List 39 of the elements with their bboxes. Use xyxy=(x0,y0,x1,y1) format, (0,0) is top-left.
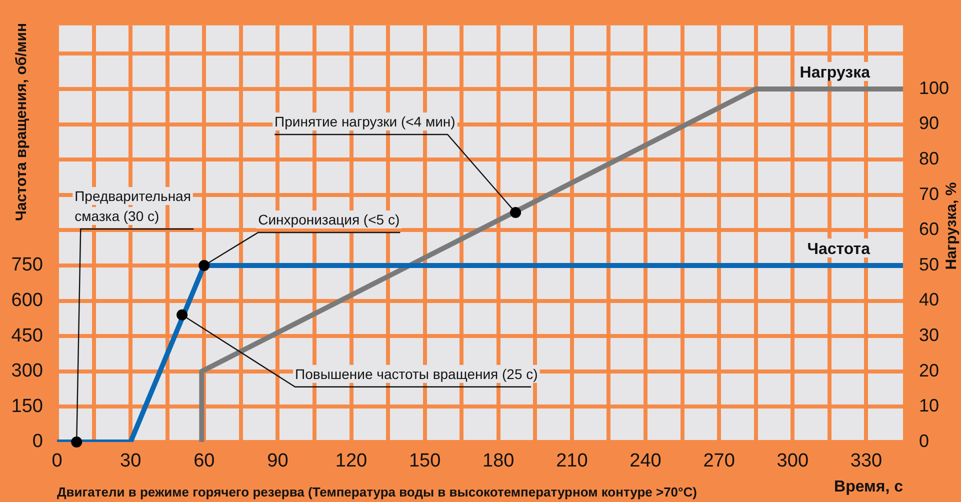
y-tick-label: 150 xyxy=(11,396,43,417)
y2-tick-label: 10 xyxy=(919,396,940,416)
y2-tick-label: 40 xyxy=(919,290,940,310)
annotation: Предварительная смазка (30 с) xyxy=(74,188,191,224)
annotation: Повышение частоты вращения (25 с) xyxy=(295,366,538,382)
x-tick-label: 120 xyxy=(335,450,368,472)
x-tick-label: 60 xyxy=(194,450,215,472)
annotation: Синхронизация (<5 с) xyxy=(258,211,400,228)
y2-tick-label: 50 xyxy=(919,254,940,274)
y-tick-label: 750 xyxy=(11,254,43,276)
x-tick-label: 270 xyxy=(703,450,735,472)
x-tick-label: 0 xyxy=(52,450,62,472)
x-tick-label: 90 xyxy=(267,450,288,472)
series-label: Нагрузка xyxy=(800,64,870,82)
y2-tick-label: 90 xyxy=(919,113,940,134)
text: Двигатели в режиме горячего резерва (Температура воды в высокотемпературном контуре >70°C) xyxy=(57,484,697,500)
y2-tick-label: 0 xyxy=(919,430,930,451)
y-tick-label: 600 xyxy=(11,290,43,312)
y2-axis-title: Нагрузка, % xyxy=(943,182,960,270)
x-axis-title: Время, с xyxy=(834,478,904,496)
y2-tick-label: 30 xyxy=(919,325,940,346)
y2-tick-label: 80 xyxy=(919,148,940,169)
x-tick-label: 30 xyxy=(120,450,142,472)
x-tick-label: 180 xyxy=(482,450,514,472)
y2-tick-label: 100 xyxy=(919,78,950,98)
x-tick-label: 330 xyxy=(850,450,882,472)
x-tick-label: 150 xyxy=(408,450,441,472)
annotation: Принятие нагрузки (<4 мин) xyxy=(274,113,456,130)
x-tick-label: 240 xyxy=(630,450,662,472)
y2-tick-label: 20 xyxy=(919,360,940,380)
y2-tick-label: 60 xyxy=(919,219,940,240)
y-axis-title: Частота вращения, об/мин xyxy=(13,22,30,222)
y2-tick-label: 70 xyxy=(919,184,940,204)
series-label: Частота xyxy=(807,240,870,258)
x-tick-label: 300 xyxy=(776,450,809,472)
x-tick-label: 210 xyxy=(556,450,588,472)
y-tick-label: 450 xyxy=(11,325,43,346)
y-tick-label: 0 xyxy=(32,431,43,452)
y-tick-label: 300 xyxy=(11,360,43,382)
